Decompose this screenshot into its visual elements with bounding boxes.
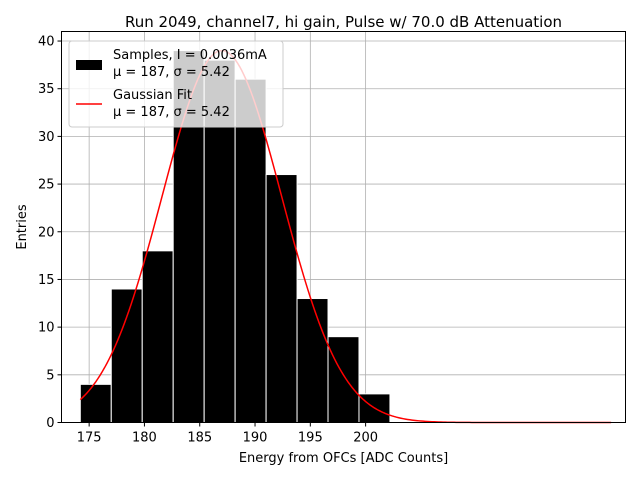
legend-samples-label: Samples, I = 0.0036mA (113, 48, 267, 63)
y-tick-label: 10 (38, 321, 55, 336)
x-tick-label: 185 (187, 431, 212, 446)
histogram-bar (234, 78, 267, 424)
plot-frame (61, 31, 626, 423)
legend-samples-stats: μ = 187, σ = 5.42 (113, 65, 230, 80)
x-tick-label: 200 (353, 431, 378, 446)
legend-fit-label: Gaussian Fit (113, 88, 192, 103)
chart-title: Run 2049, channel7, hi gain, Pulse w/ 70… (125, 13, 562, 31)
y-tick-label: 5 (46, 368, 54, 383)
legend-samples-swatch (76, 60, 102, 70)
histogram-bar (265, 174, 298, 423)
y-tick-label: 20 (38, 225, 55, 240)
x-tick-label: 190 (243, 431, 268, 446)
y-tick-label: 25 (38, 178, 55, 193)
legend-box (68, 40, 284, 128)
histogram-bar (79, 383, 112, 424)
axis-ticks: 175 180 185 190 195 200 0 5 10 15 20 25 30 35 40 (38, 35, 378, 446)
histogram-bar (296, 298, 329, 423)
x-tick-label: 175 (77, 431, 102, 446)
x-tick-label: 180 (132, 431, 157, 446)
grid-lines (61, 31, 626, 423)
histogram-bar (141, 250, 174, 423)
y-tick-label: 40 (38, 35, 55, 50)
y-tick-label: 0 (46, 416, 54, 431)
y-tick-label: 15 (38, 273, 55, 288)
y-axis-label: Entries (15, 204, 30, 250)
legend: Samples, I = 0.0036mA μ = 187, σ = 5.42 … (68, 40, 284, 128)
legend-fit-stats: μ = 187, σ = 5.42 (113, 105, 230, 120)
x-tick-label: 195 (298, 431, 323, 446)
histogram-bar (327, 336, 360, 424)
histogram-bar (110, 288, 143, 423)
y-tick-label: 35 (38, 82, 55, 97)
y-tick-label: 30 (38, 130, 55, 145)
x-axis-label: Energy from OFCs [ADC Counts] (239, 451, 448, 466)
